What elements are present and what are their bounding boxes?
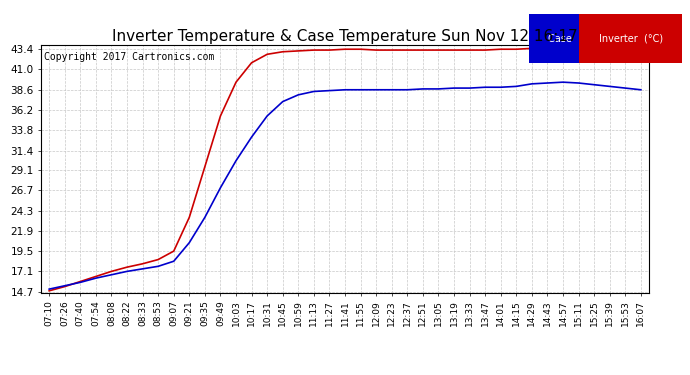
Text: Copyright 2017 Cartronics.com: Copyright 2017 Cartronics.com xyxy=(44,53,215,62)
Title: Inverter Temperature & Case Temperature Sun Nov 12 16:17: Inverter Temperature & Case Temperature … xyxy=(112,29,578,44)
Text: Inverter  (°C): Inverter (°C) xyxy=(599,34,663,44)
Text: Case  (°C): Case (°C) xyxy=(549,34,598,44)
